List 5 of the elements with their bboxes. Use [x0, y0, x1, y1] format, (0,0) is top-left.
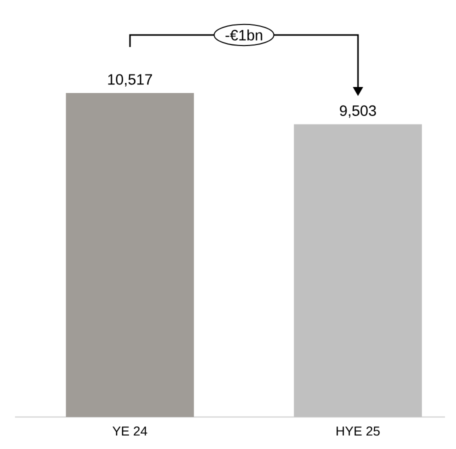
data-label: 9,503 — [340, 105, 376, 118]
data-label: 10,517 — [108, 74, 152, 86]
text: -€1bn — [226, 30, 262, 40]
x-tick-label: YE 24 — [112, 426, 148, 436]
x-tick-label: HYE 25 — [336, 426, 380, 436]
